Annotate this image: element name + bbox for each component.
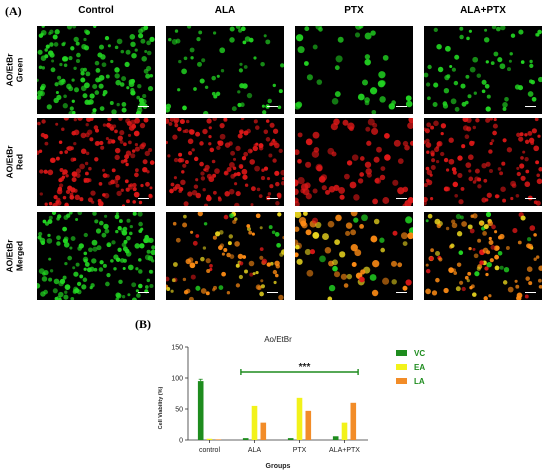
panel-b-letter: (B): [135, 317, 151, 331]
significance-stars: ***: [299, 362, 311, 373]
bar-ea-1: [251, 405, 258, 440]
row-label-red: AO/EtBr Red: [0, 118, 30, 206]
row-label-green-text: AO/EtBr Green: [5, 53, 25, 87]
row-label-merged-text: AO/EtBr Merged: [5, 239, 25, 273]
scale-bar: [138, 197, 149, 199]
legend-swatch-vc: [396, 350, 407, 356]
chart-bars: [197, 378, 357, 440]
legend-swatch-ea: [396, 364, 407, 370]
y-tick-label: 50: [175, 407, 183, 414]
y-tick-label: 100: [171, 376, 183, 383]
bar-vc-1: [242, 438, 249, 440]
row-label-red-text: AO/EtBr Red: [5, 145, 25, 179]
x-tick-label: control: [199, 447, 220, 454]
chart-legend: VC EA LA: [396, 349, 425, 386]
legend-label-ea: EA: [414, 363, 425, 372]
y-tick-label: 0: [179, 438, 183, 445]
row-label-green: AO/EtBr Green: [0, 26, 30, 114]
micrograph-merged-ala-ptx: [424, 212, 542, 300]
bar-vc-2: [287, 438, 294, 440]
bar-ea-3: [341, 422, 348, 440]
scale-bar: [396, 291, 407, 293]
scale-bar: [396, 197, 407, 199]
bar-la-0: [215, 439, 222, 440]
scale-bar: [525, 291, 536, 293]
micrograph-merged-control: [37, 212, 155, 300]
micrograph-merged-ala: [166, 212, 284, 300]
scale-bar: [267, 291, 278, 293]
micrograph-red-control: [37, 118, 155, 206]
scale-bar: [138, 105, 149, 107]
row-label-merged: AO/EtBr Merged: [0, 212, 30, 300]
column-header-ala: ALA: [214, 5, 236, 16]
micrograph-green-ala: [166, 26, 284, 114]
bar-la-1: [260, 422, 267, 440]
legend-label-vc: VC: [414, 349, 425, 358]
micrograph-green-ala-ptx: [424, 26, 542, 114]
micrograph-green-ptx: [295, 26, 413, 114]
scale-bar: [267, 105, 278, 107]
micrograph-merged-ptx: [295, 212, 413, 300]
x-axis-label: Groups: [266, 463, 291, 470]
legend-swatch-la: [396, 378, 407, 384]
significance-bracket: ***: [240, 362, 359, 375]
bar-vc-0: [197, 381, 204, 440]
column-header-ptx: PTX: [344, 5, 364, 16]
x-tick-label: PTX: [293, 447, 307, 454]
micrograph-red-ptx: [295, 118, 413, 206]
bar-ea-0: [206, 438, 213, 440]
scale-bar: [396, 105, 407, 107]
scale-bar: [525, 197, 536, 199]
y-axis-label: Cell Viability (%): [158, 386, 164, 429]
legend-label-la: LA: [414, 377, 425, 386]
column-header-ala-ptx: ALA+PTX: [460, 5, 506, 16]
micrograph-green-control: [37, 26, 155, 114]
x-tick-label: ALA+PTX: [329, 447, 360, 454]
panel-a-letter: (A): [5, 4, 22, 18]
bar-vc-3: [332, 436, 339, 440]
y-tick-label: 150: [171, 345, 183, 352]
x-tick-label: ALA: [248, 447, 262, 454]
micrograph-red-ala: [166, 118, 284, 206]
chart-title: Ao/EtBr: [264, 335, 292, 344]
bar-la-2: [305, 410, 312, 440]
scale-bar: [267, 197, 278, 199]
micrograph-red-ala-ptx: [424, 118, 542, 206]
scale-bar: [138, 291, 149, 293]
bar-ea-2: [296, 397, 303, 440]
bar-la-3: [350, 402, 357, 440]
column-header-control: Control: [78, 5, 114, 16]
viability-bar-chart: Ao/EtBr Cell Viability (%) Groups 0 50 100…: [158, 335, 425, 470]
scale-bar: [525, 105, 536, 107]
